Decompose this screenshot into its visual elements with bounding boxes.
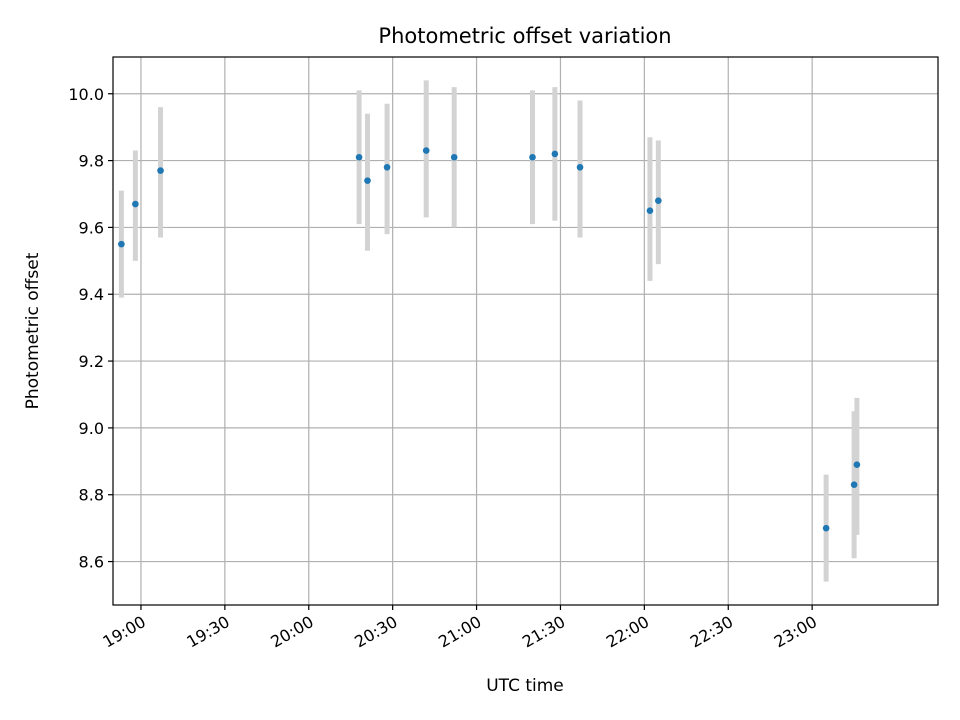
data-point [850,481,858,489]
y-tick-label: 9.8 [79,152,104,171]
y-axis-label: Photometric offset [23,252,43,409]
data-point [646,207,654,215]
data-point [355,153,363,161]
y-tick-label: 10.0 [68,85,104,104]
data-point [853,461,861,468]
data-point [450,153,458,161]
data-point [529,153,536,161]
plot-frame [112,56,939,606]
data-point [422,147,430,154]
y-tick-label: 9.4 [79,285,104,304]
data-points [118,147,861,532]
y-tick-label: 8.8 [79,486,104,505]
chart-title: Photometric offset variation [378,24,671,48]
data-point [576,163,584,171]
data-point [157,167,164,174]
grid [113,57,938,605]
data-point [655,197,662,204]
data-point [383,163,391,171]
y-axis-ticks: 8.6 8.8 9.0 9.2 9.4 9.6 9.8 10.0 [68,85,113,572]
data-point [118,240,125,248]
data-point [132,200,139,208]
y-tick-label: 9.0 [79,419,104,438]
data-point [364,177,371,184]
y-tick-label: 9.2 [79,352,104,371]
x-axis-label: UTC time [486,676,564,696]
plot-area [113,57,938,605]
y-tick-label: 9.6 [79,218,104,237]
data-point [822,524,830,532]
data-point [551,150,559,158]
y-tick-label: 8.6 [79,553,104,572]
